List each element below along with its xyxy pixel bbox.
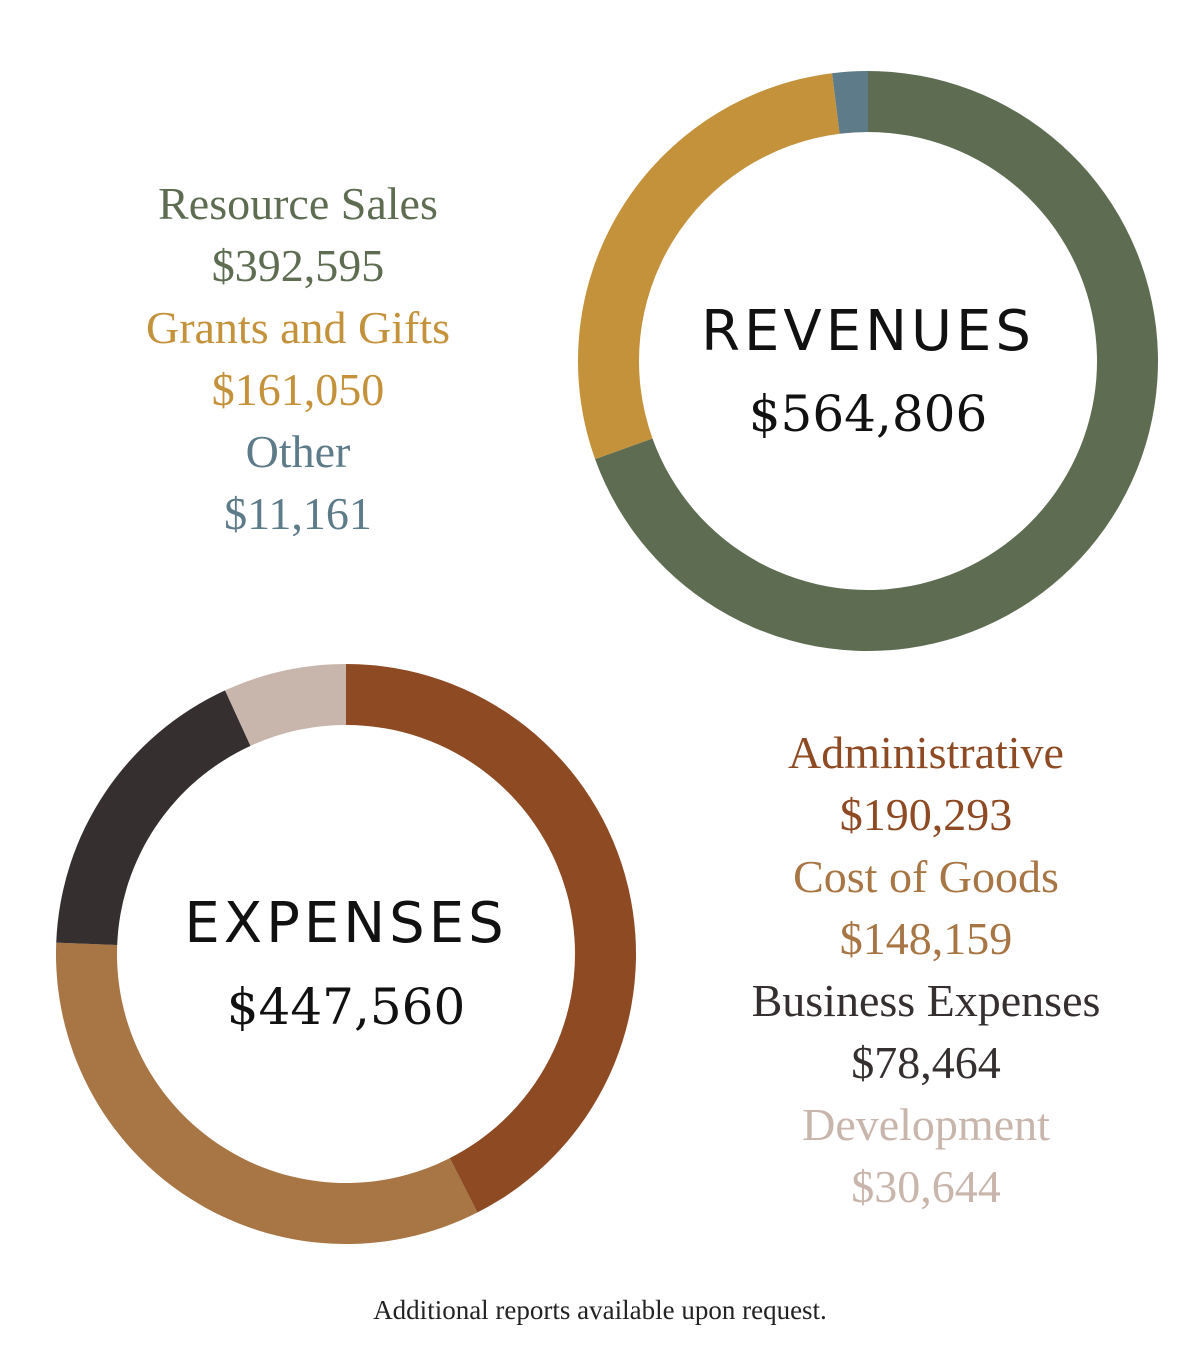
legend-item-business-expenses: Business Expenses $78,464 xyxy=(696,970,1156,1094)
expenses-total: $447,560 xyxy=(226,978,466,1036)
legend-value: $190,293 xyxy=(839,789,1013,840)
legend-label: Grants and Gifts xyxy=(145,302,451,353)
revenues-title: REVENUES xyxy=(701,299,1035,364)
revenues-total: $564,806 xyxy=(748,385,988,443)
legend-label: Business Expenses xyxy=(751,975,1101,1026)
legend-item-grants-and-gifts: Grants and Gifts $161,050 xyxy=(68,297,528,421)
footer-note: Additional reports available upon reques… xyxy=(373,1295,827,1325)
legend-label: Administrative xyxy=(788,727,1064,778)
legend-value: $78,464 xyxy=(851,1037,1001,1088)
expenses-slice-administrative xyxy=(346,664,636,1213)
legend-item-cost-of-goods: Cost of Goods $148,159 xyxy=(696,846,1156,970)
legend-value: $30,644 xyxy=(851,1161,1001,1212)
revenues-slice-grants-and-gifts xyxy=(578,73,840,460)
legend-label: Resource Sales xyxy=(158,178,438,229)
legend-item-resource-sales: Resource Sales $392,595 xyxy=(68,173,528,297)
legend-item-administrative: Administrative $190,293 xyxy=(696,722,1156,846)
revenues-slice-other xyxy=(832,71,868,134)
expenses-donut-chart xyxy=(56,664,636,1244)
legend-value: $148,159 xyxy=(839,913,1013,964)
legend-item-development: Development $30,644 xyxy=(696,1094,1156,1218)
legend-label: Other xyxy=(245,426,351,477)
expenses-legend: Administrative $190,293 Cost of Goods $1… xyxy=(696,722,1156,1218)
expenses-slice-cost-of-goods xyxy=(56,942,478,1244)
legend-label: Development xyxy=(802,1099,1050,1150)
legend-label: Cost of Goods xyxy=(793,851,1059,902)
revenues-legend: Resource Sales $392,595 Grants and Gifts… xyxy=(68,173,528,545)
legend-value: $161,050 xyxy=(211,364,385,415)
expenses-slice-business-expenses xyxy=(56,690,251,946)
legend-value: $11,161 xyxy=(224,488,372,539)
legend-item-other: Other $11,161 xyxy=(68,421,528,545)
revenues-donut-chart xyxy=(578,71,1158,651)
expenses-title: EXPENSES xyxy=(184,891,508,956)
legend-value: $392,595 xyxy=(211,240,385,291)
expenses-slice-development xyxy=(225,664,346,746)
